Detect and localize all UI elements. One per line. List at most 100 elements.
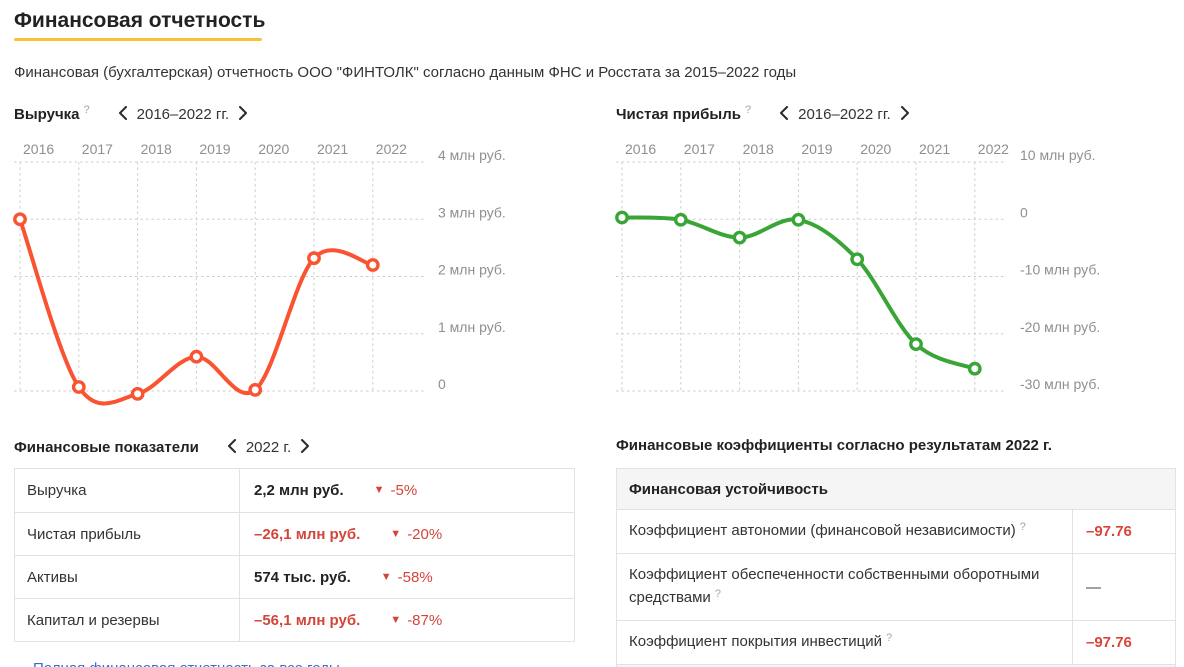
coef-label-text: Коэффициент автономии (финансовой незави… (629, 522, 1016, 539)
table-row: Капитал и резервы –56,1 млн руб. ▼ -87% (15, 598, 574, 641)
arrow-down-icon: ▼ (390, 527, 402, 540)
data-point[interactable] (130, 386, 145, 401)
prev-period-button[interactable] (775, 104, 792, 125)
x-axis-label: 2020 (860, 141, 891, 157)
y-axis-label: 10 млн руб. (1020, 147, 1096, 163)
x-axis-label: 2021 (919, 141, 950, 157)
help-icon[interactable]: ? (714, 588, 721, 600)
change-percent: -87% (407, 611, 443, 629)
chevron-left-icon (118, 106, 127, 123)
chevron-left-icon (779, 106, 789, 123)
table-row: Коэффициент покрытия инвестиций? –97.76 (617, 620, 1175, 664)
next-year-button[interactable] (297, 437, 314, 458)
x-axis-label: 2017 (82, 141, 113, 157)
profit-chart-header: Чистая прибыль ? 2016–2022 гг. (616, 104, 1176, 125)
indicator-value: 574 тыс. руб. (254, 568, 351, 586)
y-axis-label: 0 (1020, 204, 1028, 220)
profit-chart-title: Чистая прибыль (616, 106, 741, 123)
coefficients-title: Финансовые коэффициенты согласно результ… (616, 437, 1052, 454)
arrow-down-icon: ▼ (390, 613, 402, 626)
x-axis-label: 2018 (743, 141, 774, 157)
table-row: Коэффициент обеспеченности собственными … (617, 553, 1175, 620)
chevron-right-icon (239, 106, 248, 123)
indicator-value-cell: 2,2 млн руб. ▼ -5% (240, 469, 574, 512)
indicator-change: ▼ -87% (390, 612, 442, 629)
help-icon[interactable]: ? (83, 103, 90, 116)
indicators-header: Финансовые показатели 2022 г. (14, 437, 575, 458)
change-percent: -5% (390, 482, 418, 499)
x-axis-label: 2017 (684, 141, 715, 157)
title-underline (14, 38, 262, 41)
data-point[interactable] (909, 337, 923, 352)
x-axis-label: 2019 (199, 141, 230, 157)
indicator-label: Чистая прибыль (15, 513, 240, 555)
page-subtitle: Финансовая (бухгалтерская) отчетность ОО… (14, 64, 797, 81)
indicator-value-cell: –56,1 млн руб. ▼ -87% (240, 599, 574, 641)
y-axis-label: 2 млн руб. (438, 262, 506, 278)
revenue-chart-header: Выручка ? 2016–2022 гг. (14, 104, 575, 125)
coef-label-text: Коэффициент обеспеченности собственными … (629, 566, 1040, 606)
right-column: Чистая прибыль ? 2016–2022 гг. 10 млн ру… (615, 104, 1176, 667)
next-period-button[interactable] (235, 104, 252, 125)
data-point[interactable] (791, 212, 806, 227)
data-point[interactable] (189, 349, 204, 364)
coef-section-header: Финансовая устойчивость (617, 469, 1175, 509)
x-axis-label: 2022 (978, 141, 1009, 157)
period-label: 2016–2022 гг. (136, 106, 230, 123)
data-point[interactable] (850, 252, 865, 267)
indicator-change: ▼ -20% (390, 526, 442, 543)
data-point[interactable] (967, 361, 982, 376)
period-label: 2016–2022 гг. (798, 106, 891, 123)
data-point[interactable] (13, 212, 27, 227)
arrow-down-icon: ▼ (380, 570, 392, 583)
y-axis-label: -30 млн руб. (1020, 376, 1100, 392)
year-label: 2022 г. (245, 439, 292, 456)
next-period-button[interactable] (897, 104, 914, 125)
indicator-label: Активы (15, 556, 240, 598)
table-row: Активы 574 тыс. руб. ▼ -58% (15, 555, 574, 598)
prev-period-button[interactable] (114, 104, 131, 125)
y-axis-label: 4 млн руб. (438, 147, 506, 163)
help-icon[interactable]: ? (1019, 521, 1026, 533)
indicator-label: Капитал и резервы (15, 599, 240, 641)
net-profit-chart: 10 млн руб. 0 -10 млн руб. -20 млн руб. -30 … (615, 141, 1100, 392)
indicators-title: Финансовые показатели (14, 439, 199, 456)
data-point[interactable] (365, 258, 380, 272)
data-point[interactable] (615, 210, 629, 225)
revenue-chart: 4 млн руб. 3 млн руб. 2 млн руб. 1 млн руб.… (13, 141, 506, 406)
data-point[interactable] (673, 212, 688, 227)
table-row: Выручка 2,2 млн руб. ▼ -5% (15, 469, 574, 512)
prev-year-button[interactable] (223, 437, 240, 458)
full-report-link[interactable]: Полная финансовая отчетность за все годы (33, 659, 340, 667)
help-icon[interactable]: ? (886, 632, 893, 644)
y-axis-label: 3 млн руб. (438, 204, 506, 220)
x-axis-label: 2021 (317, 141, 348, 157)
data-point[interactable] (248, 382, 263, 397)
left-column: Выручка ? 2016–2022 гг. 4 млн руб. 3 млн … (13, 104, 575, 667)
indicator-value-cell: 574 тыс. руб. ▼ -58% (240, 556, 574, 598)
x-axis-label: 2016 (23, 141, 54, 157)
table-row: Чистая прибыль –26,1 млн руб. ▼ -20% (15, 512, 574, 555)
indicator-change: ▼ -5% (374, 482, 418, 499)
help-icon[interactable]: ? (744, 103, 752, 116)
y-axis-label: 0 (438, 376, 446, 392)
indicator-value: 2,2 млн руб. (254, 482, 344, 499)
table-row: Коэффициент автономии (финансовой незави… (617, 509, 1175, 553)
chevron-right-icon (900, 106, 910, 123)
coef-value: –97.76 (1086, 523, 1132, 540)
x-axis-label: 2020 (258, 141, 289, 157)
coef-value: — (1086, 578, 1101, 596)
change-percent: -20% (407, 525, 443, 543)
indicator-label: Выручка (15, 469, 240, 512)
coef-next-section-partial (617, 664, 1175, 667)
chevron-right-icon (301, 439, 310, 456)
coefficients-table: Финансовая устойчивость Коэффициент авто… (616, 468, 1176, 667)
data-point[interactable] (307, 251, 321, 266)
arrow-down-icon: ▼ (373, 484, 385, 496)
x-axis-label: 2018 (141, 141, 172, 157)
data-point[interactable] (71, 380, 86, 394)
content-columns: Выручка ? 2016–2022 гг. 4 млн руб. 3 млн … (13, 104, 1184, 667)
data-point[interactable] (732, 230, 747, 245)
indicator-change: ▼ -58% (381, 569, 433, 586)
